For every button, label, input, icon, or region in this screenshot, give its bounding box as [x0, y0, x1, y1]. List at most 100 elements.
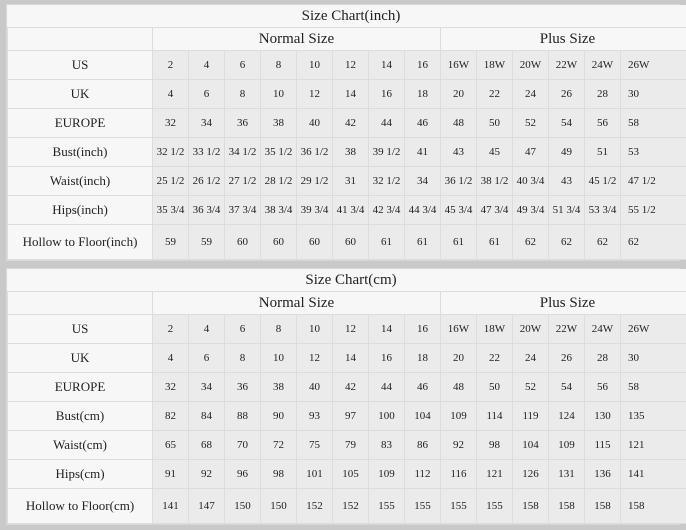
- inch-cell: 40: [296, 108, 333, 138]
- cm-cell: 32: [152, 372, 189, 402]
- inch-cell: 41: [404, 137, 441, 167]
- cm-group-1: Plus Size: [439, 291, 686, 315]
- cm-cell: 70: [224, 430, 261, 460]
- inch-cell: 41 3/4: [332, 195, 369, 225]
- table-row: US 2 4 6 8 10 12 14 16 16W 18W 20W 22W 24W 26W: [7, 50, 686, 80]
- cm-cell: 50: [476, 372, 513, 402]
- cm-cell: 92: [188, 459, 225, 489]
- cm-cell: 101: [296, 459, 333, 489]
- cm-cell: 10: [260, 343, 297, 373]
- inch-cell: 25 1/2: [152, 166, 189, 196]
- table-row: Bust(cm) 82 84 88 90 93 97 100 104 109 114 119 124 13…: [7, 401, 686, 431]
- size-chart-inch-table: Size Chart(inch) Normal Size Plus Size US 2 4…: [7, 5, 686, 260]
- cm-cell: 158: [584, 488, 621, 524]
- cm-cell: 36: [224, 372, 261, 402]
- size-chart-cm-table: Size Chart(cm) Normal Size Plus Size US 2 4 6 8…: [7, 269, 686, 524]
- inch-cell: 12: [296, 79, 333, 109]
- cm-cell: 109: [440, 401, 477, 431]
- cm-cell: 141: [619, 459, 686, 489]
- inch-row-label: US: [7, 50, 153, 80]
- cm-cell: 42: [332, 372, 369, 402]
- inch-cell: 62: [548, 224, 585, 260]
- cm-cell: 96: [224, 459, 261, 489]
- cm-cell: 22W: [548, 314, 585, 344]
- cm-cell: 97: [332, 401, 369, 431]
- inch-cell: 50: [476, 108, 513, 138]
- cm-cell: 83: [368, 430, 405, 460]
- cm-cell: 98: [260, 459, 297, 489]
- inch-cell: 47 3/4: [476, 195, 513, 225]
- inch-cell: 43: [548, 166, 585, 196]
- table-row: Bust(inch) 32 1/2 33 1/2 34 1/2 35 1/2 36 1/2…: [7, 137, 686, 167]
- inch-cell: 38 1/2: [476, 166, 513, 196]
- cm-cell: 116: [440, 459, 477, 489]
- inch-cell: 37 3/4: [224, 195, 261, 225]
- cm-cell: 147: [188, 488, 225, 524]
- cm-cell: 124: [548, 401, 585, 431]
- inch-cell: 36: [224, 108, 261, 138]
- table-row: Waist(inch) 25 1/2 26 1/2 27 1/2 28 1/2 29 1/…: [7, 166, 686, 196]
- inch-cell: 59: [188, 224, 225, 260]
- inch-cell: 26 1/2: [188, 166, 225, 196]
- cm-cell: 121: [619, 430, 686, 460]
- inch-cell: 8: [260, 50, 297, 80]
- inch-cell: 2: [152, 50, 189, 80]
- cm-cell: 84: [188, 401, 225, 431]
- table-row: UK 4 6 8 10 12 14 16 18 20 22 24 26 28 30: [7, 79, 686, 109]
- inch-cell: 35 1/2: [260, 137, 297, 167]
- cm-cell: 90: [260, 401, 297, 431]
- inch-cell: 61: [368, 224, 405, 260]
- cm-cell: 12: [332, 314, 369, 344]
- inch-title: Size Chart(inch): [7, 5, 686, 28]
- cm-cell: 119: [512, 401, 549, 431]
- inch-cell: 62: [584, 224, 621, 260]
- inch-cell: 42 3/4: [368, 195, 405, 225]
- inch-cell: 45 3/4: [440, 195, 477, 225]
- inch-cell: 22: [476, 79, 513, 109]
- size-chart-cm-block: Size Chart(cm) Normal Size Plus Size US 2 4 6 8…: [6, 268, 686, 525]
- inch-cell: 36 1/2: [440, 166, 477, 196]
- cm-cell: 86: [404, 430, 441, 460]
- cm-cell: 34: [188, 372, 225, 402]
- cm-cell: 72: [260, 430, 297, 460]
- cm-cell: 105: [332, 459, 369, 489]
- cm-cell: 28: [584, 343, 621, 373]
- inch-cell: 52: [512, 108, 549, 138]
- cm-cell: 158: [512, 488, 549, 524]
- cm-cell: 75: [296, 430, 333, 460]
- inch-cell: 59: [152, 224, 189, 260]
- inch-cell: 53: [619, 137, 686, 167]
- cm-cell: 8: [224, 343, 261, 373]
- cm-cell: 2: [152, 314, 189, 344]
- inch-cell: 46: [404, 108, 441, 138]
- inch-cell: 44 3/4: [404, 195, 441, 225]
- inch-cell: 10: [260, 79, 297, 109]
- cm-cell: 48: [440, 372, 477, 402]
- inch-cell: 62: [619, 224, 686, 260]
- cm-cell: 8: [260, 314, 297, 344]
- cm-cell: 158: [619, 488, 686, 524]
- inch-cell: 14: [332, 79, 369, 109]
- cm-cell: 22: [476, 343, 513, 373]
- cm-cell: 40: [296, 372, 333, 402]
- inch-cell: 32: [152, 108, 189, 138]
- inch-row-label: Bust(inch): [7, 137, 153, 167]
- inch-cell: 43: [440, 137, 477, 167]
- inch-cell: 24W: [584, 50, 621, 80]
- cm-cell: 24W: [584, 314, 621, 344]
- inch-cell: 47: [512, 137, 549, 167]
- inch-row-label: Hollow to Floor(inch): [7, 224, 153, 260]
- inch-cell: 56: [584, 108, 621, 138]
- size-chart-inch-body: Size Chart(inch) Normal Size Plus Size US 2 4…: [7, 5, 686, 260]
- cm-cell: 98: [476, 430, 513, 460]
- inch-cell: 42: [332, 108, 369, 138]
- cm-row-label: US: [7, 314, 153, 344]
- inch-cell: 51 3/4: [548, 195, 585, 225]
- inch-cell: 12: [332, 50, 369, 80]
- cm-cell: 150: [260, 488, 297, 524]
- cm-cell: 14: [332, 343, 369, 373]
- inch-cell: 60: [332, 224, 369, 260]
- inch-cell: 60: [224, 224, 261, 260]
- inch-cell: 38: [332, 137, 369, 167]
- inch-cell: 16: [368, 79, 405, 109]
